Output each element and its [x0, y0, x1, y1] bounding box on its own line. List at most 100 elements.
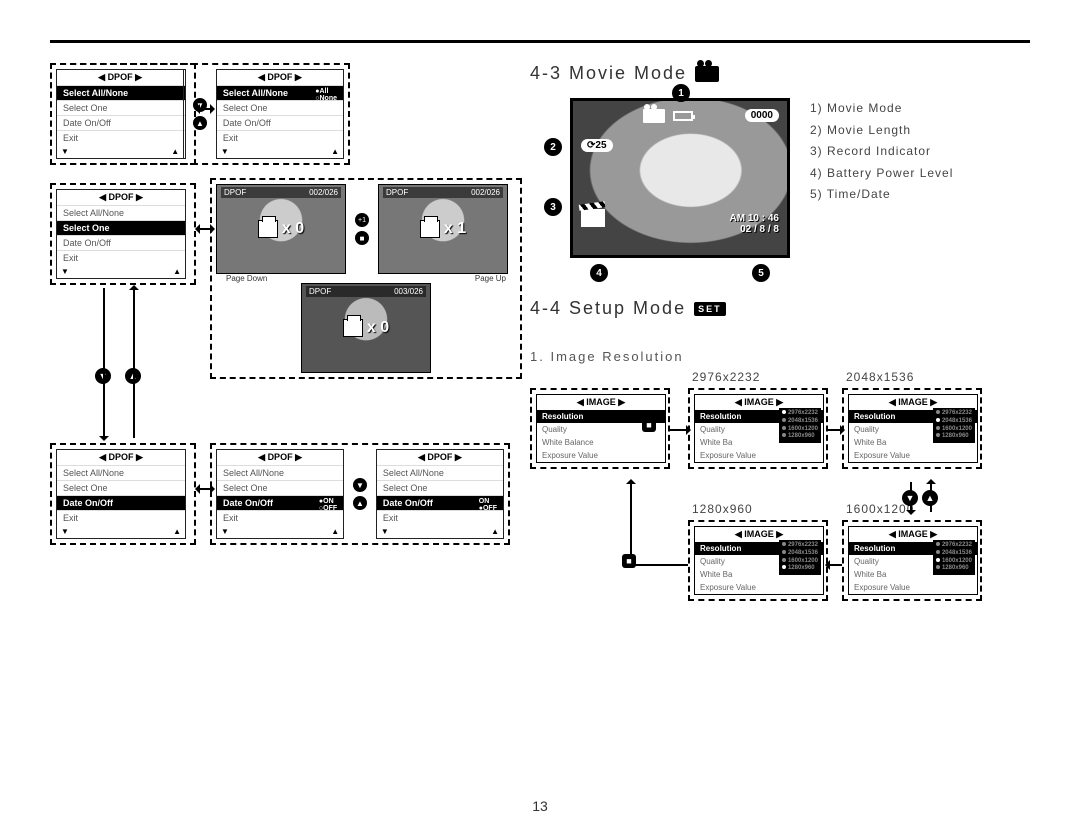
- nav-buttons: ▼ ▲: [350, 449, 370, 539]
- legend-item: 2) Movie Length: [810, 120, 953, 142]
- row-wb: White Ba: [849, 568, 977, 581]
- row-select-one: Select One: [217, 480, 343, 495]
- row-wb: White Ba: [849, 436, 977, 449]
- res-label: 2048x1536: [846, 370, 914, 384]
- plus-button[interactable]: +1: [355, 213, 369, 227]
- row-quality: Quality: [849, 555, 977, 568]
- connector: [198, 488, 212, 490]
- menu-header: ◀ DPOF ▶: [217, 450, 343, 465]
- callout-1: 1: [672, 84, 690, 102]
- top-rule: [50, 40, 1030, 43]
- nav-buttons: +1 ■: [352, 184, 372, 274]
- group-menu-2-3: ◀ DPOF ▶ Select All/None Select One Date…: [50, 63, 350, 165]
- row-select-all: Select All/None ●All○None: [217, 85, 343, 100]
- image-menu: ◀ IMAGE ▶ Resolution 2976x2232 2048x1536…: [694, 526, 824, 595]
- row-wb: White Ba: [695, 436, 823, 449]
- set-button[interactable]: ■: [622, 554, 636, 568]
- menu-header: ◀ DPOF ▶: [377, 450, 503, 465]
- set-button[interactable]: ■: [642, 418, 656, 432]
- row-resolution: Resolution 2976x2232 2048x1536 1600x1200…: [695, 410, 823, 423]
- menu-footer-icons: ▼▲: [57, 525, 185, 538]
- connector: [198, 108, 212, 110]
- up-button[interactable]: ▲: [193, 116, 207, 130]
- setup-title-text: 4-4 Setup Mode: [530, 298, 686, 319]
- group-select-one: ◀ DPOF ▶ Select All/None Select One Date…: [50, 183, 196, 285]
- connector: [630, 564, 688, 566]
- row-quality: Quality: [695, 555, 823, 568]
- legend-item: 5) Time/Date: [810, 184, 953, 206]
- row-date: Date On/Off: [217, 115, 343, 130]
- image-menu-r2: ◀ IMAGE ▶ Resolution 2976x2232 2048x1536…: [842, 388, 982, 469]
- row-date: Date On/Off●ON○OFF: [217, 495, 343, 510]
- row-exit: Exit: [217, 130, 343, 145]
- dpof-menu: ◀ DPOF ▶ Select All/None Select One Date…: [56, 449, 186, 539]
- group-date-1: ◀ DPOF ▶ Select All/None Select One Date…: [50, 443, 196, 545]
- section-movie-title: 4-3 Movie Mode: [530, 63, 1030, 84]
- row-date: Date On/OffON●OFF: [377, 495, 503, 510]
- print-icon: [420, 220, 440, 238]
- frame-counter: 0000: [745, 109, 779, 122]
- legend-item: 1) Movie Mode: [810, 98, 953, 120]
- row-select-all: Select All/None: [57, 205, 185, 220]
- row-resolution: Resolution 2976x2232 2048x1536 1600x1200…: [849, 542, 977, 555]
- dpof-menu: ◀ DPOF ▶ Select All/None ●All○None Selec…: [216, 69, 344, 159]
- dpof-menu: ◀ DPOF ▶ Select All/None Select One Date…: [56, 189, 186, 279]
- row-select-all: Select All/None: [57, 85, 183, 100]
- menu-header: ◀ DPOF ▶: [57, 190, 185, 205]
- callout-3: 3: [544, 198, 562, 216]
- print-count: x 0: [282, 220, 304, 237]
- connector: [828, 564, 842, 566]
- photo-thumb: DPOF002/026 x 1: [378, 184, 508, 274]
- row-quality: Quality: [695, 423, 823, 436]
- page-up-label: Page Up: [475, 274, 506, 283]
- menu-footer-icons: ▼▲: [217, 525, 343, 538]
- page-number: 13: [532, 798, 548, 814]
- row-ev: Exposure Value: [849, 581, 977, 594]
- menu-header: ◀ DPOF ▶: [57, 450, 185, 465]
- battery-icon: [673, 111, 693, 121]
- up-button[interactable]: ▲: [353, 496, 367, 510]
- up-button[interactable]: ▲: [922, 490, 938, 506]
- connector: [630, 482, 632, 564]
- legend-item: 3) Record Indicator: [810, 141, 953, 163]
- row-select-one: Select One: [217, 100, 343, 115]
- menu-header: ◀ DPOF ▶: [217, 70, 343, 85]
- res-label: 2976x2232: [692, 370, 760, 384]
- row-exit: Exit: [57, 130, 183, 145]
- row-select-one: Select One: [57, 100, 183, 115]
- row-date: Date On/Off: [57, 115, 183, 130]
- row-exit: Exit: [57, 510, 185, 525]
- set-button[interactable]: ■: [355, 231, 369, 245]
- down-button[interactable]: ▼: [902, 490, 918, 506]
- menu-footer-icons: ▼▲: [57, 145, 183, 158]
- image-menu: ◀ IMAGE ▶ Resolution 2976x2232 2048x1536…: [694, 394, 824, 463]
- time-text: AM 10 : 46: [730, 213, 779, 224]
- row-date: Date On/Off: [57, 235, 185, 250]
- row-ev: Exposure Value: [849, 449, 977, 462]
- row-resolution: Resolution 2976x2232 2048x1536 1600x1200…: [849, 410, 977, 423]
- movie-length: ⟳25: [581, 139, 613, 152]
- row-select-one: Select One: [57, 220, 185, 235]
- connector: [133, 288, 135, 438]
- group-date-2-3: ◀ DPOF ▶ Select All/None Select One Date…: [210, 443, 510, 545]
- section-setup-title: 4-4 Setup Mode SET: [530, 298, 1030, 319]
- photo-thumb: DPOF003/026 x 0: [301, 283, 431, 373]
- page-columns: ◀ DPOF ▶ Select All/None Select One Date…: [50, 63, 1030, 634]
- row-exit: Exit: [377, 510, 503, 525]
- connector: [198, 228, 212, 230]
- down-button[interactable]: ▼: [353, 478, 367, 492]
- print-icon: [343, 319, 363, 337]
- print-icon: [258, 220, 278, 238]
- menu-footer-icons: ▼▲: [377, 525, 503, 538]
- row-select-all: Select All/None: [57, 465, 185, 480]
- setup-subsection: 1. Image Resolution: [530, 349, 1030, 364]
- row-select-all: Select All/None: [377, 465, 503, 480]
- image-menu-header: ◀ IMAGE ▶: [537, 395, 665, 410]
- callout-4: 4: [590, 264, 608, 282]
- row-quality: Quality: [849, 423, 977, 436]
- movie-diagram: 0000 ⟳25 AM 10 : 46 02 / 8 / 8 1 2 3 4 5…: [570, 98, 1030, 258]
- menu-footer-icons: ▼▲: [217, 145, 343, 158]
- row-ev: Exposure Value: [695, 581, 823, 594]
- date-text: 02 / 8 / 8: [730, 224, 779, 235]
- movie-mode-icon: [643, 109, 665, 123]
